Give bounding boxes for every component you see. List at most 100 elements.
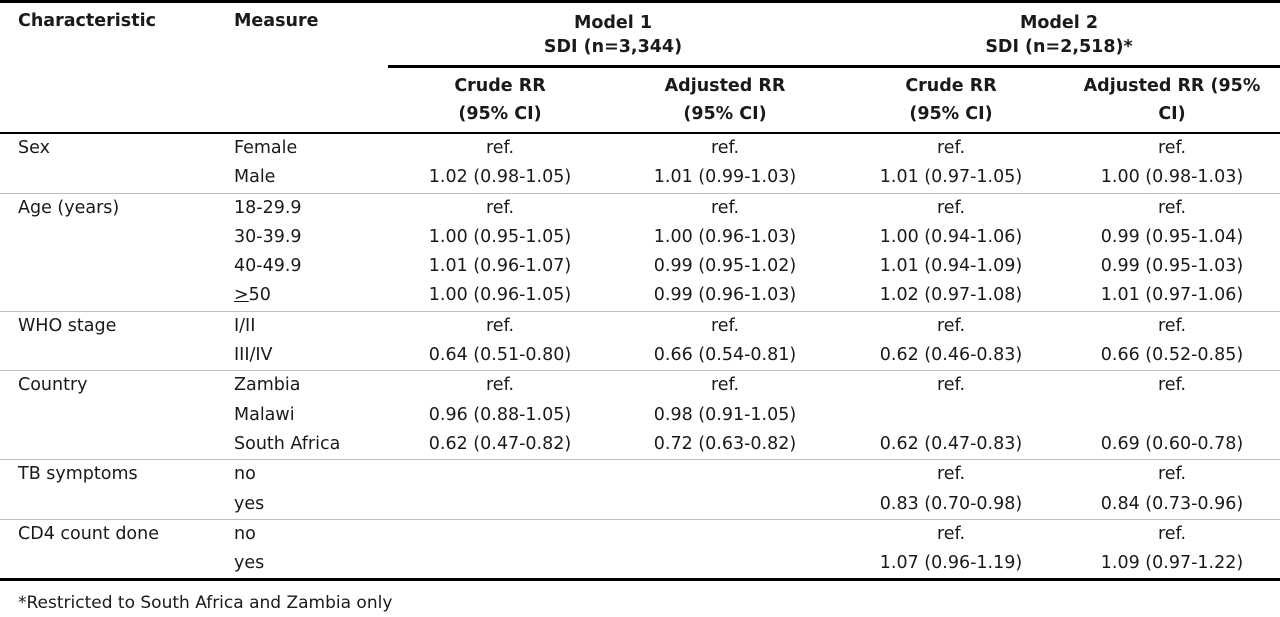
m2-adjusted-value: 0.69 (0.60-0.78) <box>1100 433 1244 454</box>
m2-adjusted-value: 1.01 (0.97-1.06) <box>1100 285 1244 306</box>
m2-crude-value: 0.62 (0.47-0.83) <box>879 433 1023 454</box>
m1-adjusted-value <box>612 459 838 490</box>
row-measure: yes <box>218 549 388 582</box>
model1-title: Model 1 <box>573 13 653 33</box>
m2-adjusted-value: 1.00 (0.98-1.03) <box>1100 167 1244 188</box>
m2-crude-value: ref. <box>838 459 1064 490</box>
table-footnote: *Restricted to South Africa and Zambia o… <box>18 593 393 613</box>
m1-crude-value <box>388 490 612 520</box>
m2-crude-value: 1.01 (0.94-1.09) <box>879 256 1023 277</box>
m2-adjusted-value: ref. <box>1064 310 1280 342</box>
table-row: Malawi 0.96 (0.88-1.05) 0.98 (0.91-1.05) <box>0 401 1280 430</box>
row-characteristic <box>0 430 218 460</box>
m2-crude-value: 1.07 (0.96-1.19) <box>838 549 1064 582</box>
table-row: Male 1.02 (0.98-1.05) 1.01 (0.99-1.03) 1.01… <box>0 163 1280 193</box>
table-row: CD4 count done no ref. ref. <box>0 518 1280 550</box>
table-body: Sex Female ref. ref. ref. ref. Male 1.02 (0.98-… <box>0 131 1280 582</box>
table-row: >50 1.00 (0.96-1.05) 0.99 (0.96-1.03) 1.02 … <box>0 281 1280 311</box>
table-row: South Africa 0.62 (0.47-0.82) 0.72 (0.63-0… <box>0 430 1280 460</box>
row-measure: 30-39.9 <box>234 226 302 247</box>
m1-adjusted-value: 0.99 (0.95-1.02) <box>653 256 797 277</box>
m1-adjusted-value <box>612 518 838 550</box>
table-row: III/IV 0.64 (0.51-0.80) 0.66 (0.54-0.81) 0.… <box>0 341 1280 371</box>
m1-crude-value: 1.00 (0.96-1.05) <box>428 285 572 306</box>
m1-adjusted-value: ref. <box>612 310 838 342</box>
m2-adjusted-value: 1.09 (0.97-1.22) <box>1064 549 1280 582</box>
m1-adjusted-value: ref. <box>612 192 838 223</box>
row-characteristic <box>0 490 218 520</box>
m2-adjusted-value: ref. <box>1064 518 1280 550</box>
m1-adjusted-value: 1.01 (0.99-1.03) <box>653 167 797 188</box>
row-characteristic <box>0 401 218 430</box>
model2-header: Model 2 SDI (n=2,518)* <box>838 0 1280 67</box>
m1-crude-value: ref. <box>388 131 612 164</box>
table-row: TB symptoms no ref. ref. <box>0 459 1280 490</box>
row-characteristic <box>0 252 218 281</box>
m2-adjusted-value: ref. <box>1064 131 1280 164</box>
row-characteristic <box>0 549 218 582</box>
m2-crude-value: ref. <box>838 192 1064 223</box>
m1-crude-value <box>388 549 612 582</box>
model1-header: Model 1 SDI (n=3,344) <box>388 0 838 67</box>
m2-crude-value: 0.83 (0.70-0.98) <box>879 493 1023 514</box>
m1-crude-value: 0.96 (0.88-1.05) <box>428 404 572 425</box>
m1-adjusted-value: 0.99 (0.96-1.03) <box>653 285 797 306</box>
m1-crude-value: 1.01 (0.96-1.07) <box>428 256 572 277</box>
m1-crude-header: Crude RR (95% CI) <box>388 65 612 133</box>
row-measure: Female <box>218 131 388 164</box>
row-measure: no <box>218 459 388 490</box>
m2-adjusted-header: Adjusted RR (95% CI) <box>1064 65 1280 133</box>
m2-crude-value: 1.02 (0.97-1.08) <box>879 285 1023 306</box>
m2-crude-value: ref. <box>838 518 1064 550</box>
m2-adjusted-value: ref. <box>1064 459 1280 490</box>
row-characteristic <box>0 341 218 371</box>
m2-crude-value: ref. <box>838 370 1064 401</box>
row-characteristic: Age (years) <box>0 192 218 223</box>
table-row: Country Zambia ref. ref. ref. ref. <box>0 370 1280 401</box>
row-characteristic: Sex <box>0 131 218 164</box>
m1-crude-value: 0.62 (0.47-0.82) <box>428 433 572 454</box>
m2-crude-header: Crude RR (95% CI) <box>838 65 1064 133</box>
measure-header: Measure <box>218 0 388 133</box>
m2-adjusted-value: 0.99 (0.95-1.04) <box>1100 226 1244 247</box>
m2-crude-value: 0.62 (0.46-0.83) <box>879 345 1023 366</box>
row-characteristic <box>0 163 218 193</box>
m1-crude-value: ref. <box>388 192 612 223</box>
m1-adjusted-value: 0.98 (0.91-1.05) <box>653 404 797 425</box>
m2-adjusted-value: 0.84 (0.73-0.96) <box>1100 493 1244 514</box>
m2-crude-value: 1.01 (0.97-1.05) <box>879 167 1023 188</box>
m1-crude-value <box>388 459 612 490</box>
m1-adjusted-value <box>612 549 838 582</box>
characteristic-header: Characteristic <box>0 0 218 133</box>
row-measure: South Africa <box>234 433 341 454</box>
row-measure: no <box>218 518 388 550</box>
row-characteristic <box>0 281 218 311</box>
m2-adjusted-value: 0.99 (0.95-1.03) <box>1100 256 1244 277</box>
row-measure: III/IV <box>234 345 273 366</box>
row-characteristic: TB symptoms <box>0 459 218 490</box>
table-row: Age (years) 18-29.9 ref. ref. ref. ref. <box>0 192 1280 223</box>
m1-crude-label: Crude RR <box>454 76 546 96</box>
m2-crude-value <box>838 401 1064 430</box>
row-measure: >50 <box>234 285 271 306</box>
row-measure: Male <box>234 167 276 188</box>
m1-crude-value: 0.64 (0.51-0.80) <box>428 345 572 366</box>
row-measure: yes <box>234 493 265 514</box>
relative-risk-table: Characteristic Measure Model 1 SDI (n=3,… <box>0 0 1280 582</box>
row-characteristic <box>0 223 218 252</box>
table-row: WHO stage I/II ref. ref. ref. ref. <box>0 310 1280 342</box>
m1-adjusted-value: 0.66 (0.54-0.81) <box>653 345 797 366</box>
m1-crude-value: 1.00 (0.95-1.05) <box>428 226 572 247</box>
row-measure: 18-29.9 <box>218 192 388 223</box>
m1-adjusted-value <box>612 490 838 520</box>
row-measure: 40-49.9 <box>234 256 302 277</box>
m1-adjusted-value: 0.72 (0.63-0.82) <box>653 433 797 454</box>
m2-crude-value: ref. <box>838 131 1064 164</box>
table-row: Sex Female ref. ref. ref. ref. <box>0 131 1280 164</box>
row-measure: Malawi <box>234 404 295 425</box>
table-row: yes 0.83 (0.70-0.98) 0.84 (0.73-0.96) <box>0 490 1280 520</box>
table-row: yes 1.07 (0.96-1.19) 1.09 (0.97-1.22) <box>0 549 1280 582</box>
m2-adjusted-ci-label: CI) <box>1158 104 1186 124</box>
model2-subtitle: SDI (n=2,518)* <box>985 37 1133 57</box>
m2-crude-value: ref. <box>838 310 1064 342</box>
